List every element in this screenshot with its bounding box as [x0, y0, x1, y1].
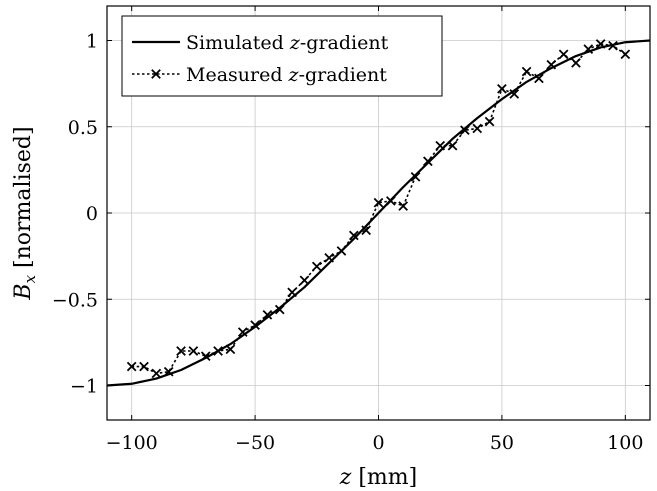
- simulated-line: [106, 39, 651, 387]
- y-tick-label: 0: [86, 203, 98, 225]
- tick-labels: −100 −50 0 50 100 −1 −0.5 0 0.5 1: [52, 31, 644, 455]
- measured-point: [151, 368, 162, 379]
- measured-point: [484, 116, 495, 127]
- legend-simulated-label: Simulated z-gradient: [186, 32, 389, 54]
- measured-point: [521, 66, 532, 77]
- measured-point: [497, 83, 507, 94]
- series-measured: [126, 39, 631, 379]
- measured-point: [163, 366, 174, 377]
- measured-point: [386, 196, 396, 206]
- measured-point: [126, 361, 137, 372]
- measured-point: [583, 44, 594, 54]
- y-tick-label: −1: [70, 376, 98, 398]
- x-tick-label: −50: [235, 432, 275, 454]
- measured-point: [608, 40, 618, 51]
- series-simulated: [106, 39, 651, 387]
- legend-measured-marker: [151, 69, 161, 79]
- measured-point: [200, 351, 211, 362]
- measured-point: [398, 201, 409, 211]
- y-axis-label: Bx [normalised]: [11, 126, 39, 300]
- measured-point: [509, 89, 520, 99]
- measured-point: [225, 344, 236, 355]
- measured-point: [139, 361, 149, 372]
- axis-labels: z [mm] Bx [normalised]: [11, 126, 417, 490]
- measured-point: [410, 171, 421, 182]
- y-tick-label: −0.5: [52, 289, 98, 311]
- measured-point: [361, 225, 371, 236]
- measured-point: [558, 49, 569, 60]
- measured-point: [546, 59, 557, 70]
- x-tick-label: −100: [106, 432, 158, 454]
- measured-point: [534, 73, 544, 84]
- measured-point: [274, 304, 285, 315]
- measured-point: [176, 346, 186, 356]
- measured-point: [373, 197, 384, 208]
- legend-box: [121, 15, 443, 97]
- measured-point: [250, 320, 260, 330]
- measured-point: [348, 230, 359, 241]
- axes: [106, 5, 651, 421]
- measured-point: [311, 261, 322, 272]
- y-tick-label: 1: [86, 31, 98, 53]
- measured-point: [472, 123, 483, 134]
- measured-point: [262, 309, 273, 320]
- legend: Simulated z-gradient Measured z-gradient: [121, 15, 443, 97]
- x-tick-label: 0: [372, 432, 384, 454]
- measured-point: [188, 346, 199, 356]
- legend-measured-label: Measured z-gradient: [186, 64, 387, 86]
- measured-point: [324, 253, 334, 263]
- measured-point: [423, 156, 433, 167]
- measured-point: [595, 39, 606, 49]
- x-tick-label: 100: [607, 432, 643, 454]
- measured-point: [237, 327, 248, 337]
- measured-point: [447, 140, 458, 151]
- x-tick-label: 50: [490, 432, 514, 454]
- measured-point: [213, 346, 223, 356]
- measured-point: [299, 275, 310, 286]
- measured-point: [460, 125, 470, 136]
- measured-point: [336, 246, 347, 256]
- measured-point: [620, 49, 631, 60]
- y-tick-label: 0.5: [68, 117, 98, 139]
- measured-point: [287, 287, 297, 298]
- x-axis-label: z [mm]: [339, 465, 417, 490]
- measured-point: [435, 140, 446, 151]
- measured-point: [571, 58, 581, 68]
